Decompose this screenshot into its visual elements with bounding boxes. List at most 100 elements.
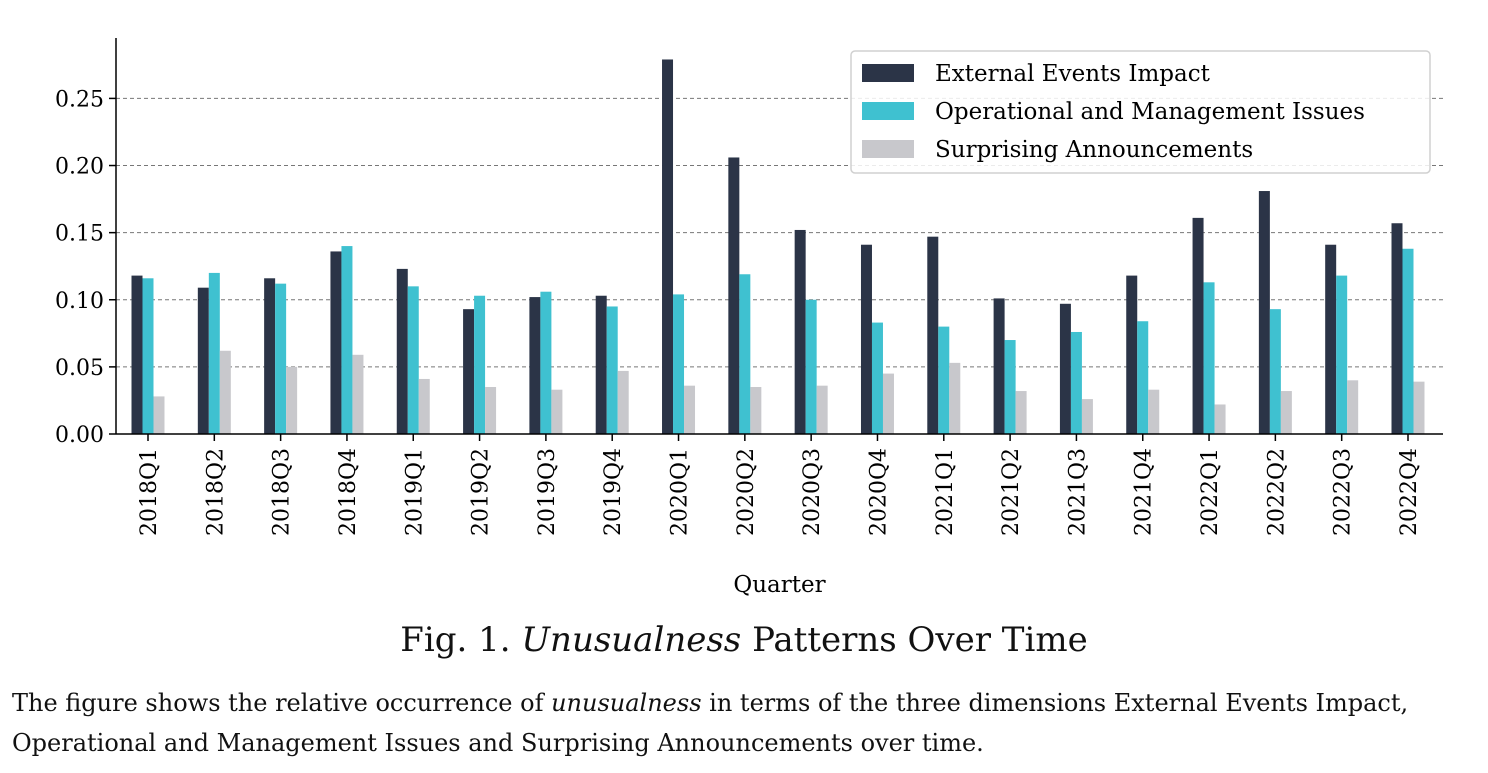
axes	[109, 38, 1443, 441]
bar-3	[418, 378, 430, 434]
bar-1	[993, 298, 1005, 434]
bar-1	[1325, 244, 1337, 434]
bar-2	[1070, 331, 1082, 434]
bar-2	[1269, 309, 1281, 434]
figure-label: Fig. 1.	[400, 620, 511, 660]
bar-2	[474, 295, 486, 434]
bar-1	[728, 157, 740, 434]
x-tick-label: 2018Q4	[336, 448, 361, 536]
bar-2	[341, 246, 353, 434]
y-tick-label: 0.05	[55, 356, 104, 381]
bar-3	[1148, 389, 1160, 434]
x-tick-label: 2020Q4	[866, 448, 891, 536]
bar-3	[286, 366, 298, 434]
y-tick-label: 0.20	[55, 155, 104, 180]
bars	[131, 59, 1425, 434]
tick-labels: 0.00 0.05 0.10 0.15 0.20 0.25 2018Q1 2018Q2 2018…	[55, 87, 1422, 536]
bar-3	[219, 350, 231, 434]
bar-1	[131, 275, 143, 434]
legend: External Events Impact Operational and Ma…	[850, 50, 1431, 174]
x-tick-label: 2019Q3	[535, 448, 560, 536]
y-tick-label: 0.25	[55, 87, 104, 112]
y-tick-label: 0.15	[55, 222, 104, 247]
bar-3	[551, 389, 563, 434]
y-tick-label: 0.10	[55, 289, 104, 314]
x-tick-label: 2022Q3	[1331, 448, 1356, 536]
bar-2	[275, 283, 287, 434]
x-tick-label: 2018Q1	[137, 448, 162, 536]
bar-1	[463, 309, 475, 434]
figure-caption: Fig. 1. Unusualness Patterns Over Time	[0, 620, 1488, 660]
bar-3	[882, 373, 894, 434]
bar-1	[662, 59, 674, 434]
legend-label: Operational and Management Issues	[935, 99, 1365, 125]
bar-chart: 0.00 0.05 0.10 0.15 0.20 0.25 2018Q1 2018Q2 2018…	[55, 38, 1443, 598]
y-tick-label: 0.00	[55, 423, 104, 448]
bar-2	[407, 286, 419, 434]
x-tick-label: 2020Q1	[668, 448, 693, 536]
bar-2	[938, 326, 950, 434]
bar-1	[927, 236, 939, 434]
bar-1	[595, 295, 607, 434]
legend-box	[850, 50, 1431, 174]
bar-2	[871, 322, 883, 434]
bar-2	[1402, 248, 1414, 434]
bar-1	[197, 287, 209, 434]
bar-1	[860, 244, 872, 434]
bar-2	[1004, 340, 1016, 434]
bar-2	[673, 294, 685, 434]
legend-label: Surprising Announcements	[935, 137, 1253, 163]
bar-1	[396, 268, 408, 434]
bar-3	[352, 354, 364, 434]
bar-2	[805, 299, 817, 434]
bar-1	[1192, 217, 1204, 434]
x-tick-label: 2022Q2	[1264, 448, 1289, 536]
bar-3	[816, 385, 828, 434]
bar-3	[1347, 380, 1359, 434]
bar-3	[949, 362, 961, 434]
figure-note: The figure shows the relative occurrence…	[12, 683, 1478, 763]
bar-1	[1126, 275, 1138, 434]
bar-2	[739, 274, 751, 434]
bar-1	[1059, 303, 1071, 434]
x-tick-label: 2021Q1	[933, 448, 958, 536]
x-axis-title: Quarter	[733, 572, 825, 598]
figure-title-italic: Unusualness	[521, 620, 742, 660]
bar-3	[153, 396, 165, 434]
legend-swatch	[862, 102, 914, 120]
x-tick-label: 2018Q2	[203, 448, 228, 536]
x-tick-label: 2018Q3	[270, 448, 295, 536]
x-tick-label: 2020Q3	[800, 448, 825, 536]
x-tick-label: 2022Q4	[1397, 448, 1422, 536]
bar-3	[1081, 399, 1093, 434]
x-tick-label: 2021Q3	[1065, 448, 1090, 536]
bar-1	[1258, 191, 1270, 434]
bar-1	[794, 229, 806, 434]
bar-1	[330, 251, 342, 434]
bar-2	[1336, 275, 1348, 434]
bar-3	[617, 370, 629, 434]
figure-note-part1: The figure shows the relative occurrence…	[12, 689, 544, 717]
bar-1	[264, 278, 276, 434]
bar-2	[142, 278, 154, 434]
bar-3	[684, 385, 696, 434]
figure-note-part2: in terms of the three dimensions Externa…	[12, 689, 1409, 757]
legend-label: External Events Impact	[935, 61, 1211, 87]
bar-2	[540, 291, 552, 434]
bar-3	[750, 387, 762, 434]
x-tick-label: 2021Q2	[999, 448, 1024, 536]
x-tick-label: 2022Q1	[1198, 448, 1223, 536]
bar-3	[1413, 381, 1425, 434]
bar-3	[1280, 391, 1292, 434]
x-tick-label: 2019Q2	[469, 448, 494, 536]
x-tick-label: 2019Q1	[402, 448, 427, 536]
bar-2	[208, 272, 220, 434]
bar-3	[1214, 404, 1226, 434]
figure-note-italic: unusualness	[551, 689, 702, 717]
x-tick-label: 2020Q2	[734, 448, 759, 536]
bar-1	[1391, 223, 1403, 434]
legend-swatch	[862, 64, 914, 82]
bar-2	[606, 306, 618, 434]
x-tick-label: 2021Q4	[1132, 448, 1157, 536]
figure-title-rest: Patterns Over Time	[752, 620, 1088, 660]
